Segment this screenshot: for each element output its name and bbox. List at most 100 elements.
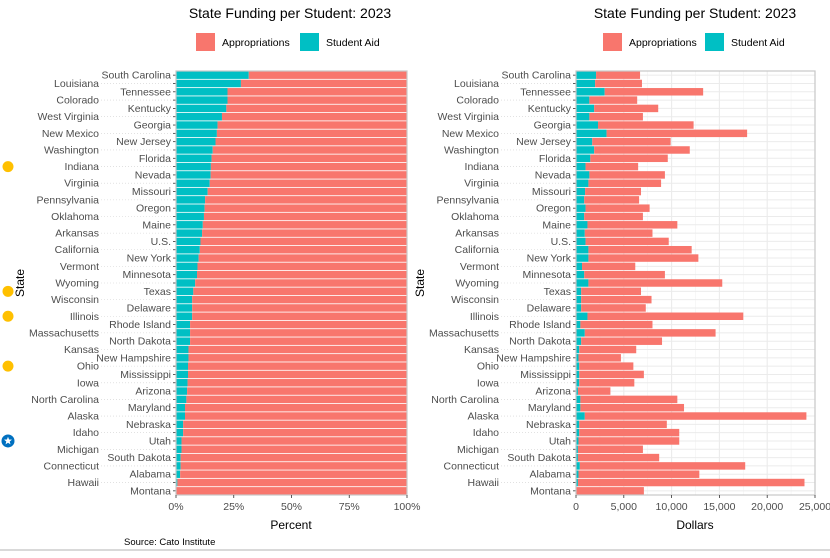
highlight-markers — [2, 161, 15, 447]
right-y-tick-label: Illinois — [470, 311, 499, 323]
right-y-tick-label: Oregon — [536, 203, 571, 215]
right-bar-student-aid — [576, 171, 589, 178]
left-bar-student-aid — [176, 429, 183, 436]
right-bar-appropriations — [589, 96, 637, 103]
left-y-tick-label: New Jersey — [116, 136, 172, 148]
left-bar-student-aid — [176, 470, 180, 477]
right-bar-appropriations — [579, 346, 636, 353]
left-y-tick-label: Georgia — [134, 120, 172, 132]
right-bar-student-aid — [576, 179, 588, 186]
right-bar-appropriations — [586, 204, 650, 211]
left-y-tick-label: Minnesota — [123, 269, 172, 281]
left-y-tick-label: Oregon — [136, 203, 171, 215]
left-bar-student-aid — [176, 304, 192, 311]
left-bar-appropriations — [181, 454, 407, 461]
left-y-tick-label: New Hampshire — [96, 352, 171, 364]
right-bar-student-aid — [576, 238, 586, 245]
right-bar-appropriations — [585, 188, 641, 195]
right-bar-student-aid — [576, 288, 581, 295]
left-y-tick-label: Wisconsin — [51, 294, 99, 306]
left-bar-appropriations — [188, 346, 407, 353]
right-bar-appropriations — [579, 379, 634, 386]
right-bar-appropriations — [579, 421, 667, 428]
left-y-tick-label: Pennsylvania — [37, 194, 100, 206]
left-y-tick-label: Alaska — [67, 411, 99, 423]
right-bar-appropriations — [585, 229, 653, 236]
left-bar-appropriations — [193, 288, 407, 295]
right-y-tick-label: Kentucky — [528, 103, 572, 115]
left-y-tick-label: Idaho — [73, 427, 99, 439]
left-y-tick-label: West Virginia — [38, 111, 100, 123]
left-bar-appropriations — [188, 371, 407, 378]
left-y-tick-label: Delaware — [127, 302, 172, 314]
left-bar-student-aid — [176, 454, 181, 461]
highlight-dot-icon — [3, 286, 14, 297]
left-bar-appropriations — [190, 321, 407, 328]
left-bar-student-aid — [176, 296, 192, 303]
left-bar-appropriations — [203, 221, 407, 228]
right-y-tick-label: Arizona — [535, 386, 571, 398]
left-bar-student-aid — [176, 238, 200, 245]
left-bar-student-aid — [176, 229, 202, 236]
left-bar-student-aid — [176, 71, 249, 78]
left-x-tick-label: 50% — [281, 501, 302, 513]
left-y-tick-label: Washington — [44, 144, 99, 156]
right-y-tick-label: Maryland — [528, 402, 571, 414]
left-y-tick-label: Massachusetts — [29, 327, 99, 339]
left-bar-student-aid — [176, 387, 187, 394]
right-bar-appropriations — [587, 313, 743, 320]
left-bar-student-aid — [176, 371, 188, 378]
right-y-tick-label: Oklahoma — [451, 211, 499, 223]
left-bar-appropriations — [192, 313, 407, 320]
left-y-axis-title: State — [13, 269, 27, 297]
left-bar-appropriations — [188, 354, 407, 361]
left-chart-title: State Funding per Student: 2023 — [189, 5, 392, 21]
left-bar-appropriations — [211, 163, 407, 170]
right-bar-student-aid — [576, 404, 580, 411]
left-x-tick-label: 75% — [339, 501, 360, 513]
right-bar-student-aid — [576, 337, 581, 344]
left-bar-student-aid — [176, 337, 190, 344]
right-bar-appropriations — [588, 179, 661, 186]
source-caption: Source: Cato Institute — [124, 537, 215, 548]
right-bar-appropriations — [589, 171, 665, 178]
right-bar-student-aid — [576, 196, 584, 203]
right-legend-key-student-aid — [705, 33, 724, 51]
right-y-tick-label: Indiana — [465, 161, 500, 173]
left-bar-student-aid — [176, 462, 181, 469]
right-y-tick-label: Nevada — [535, 169, 571, 181]
left-bar-student-aid — [176, 421, 183, 428]
right-bar-appropriations — [589, 113, 643, 120]
right-y-tick-label: Georgia — [534, 120, 572, 132]
left-bar-student-aid — [176, 412, 185, 419]
left-y-tick-label: Alabama — [130, 469, 172, 481]
left-bar-appropriations — [202, 229, 407, 236]
left-bar-student-aid — [176, 437, 182, 444]
left-bar-appropriations — [218, 121, 407, 128]
right-bar-appropriations — [580, 462, 745, 469]
right-y-tick-label: Utah — [549, 435, 571, 447]
right-bar-appropriations — [581, 296, 651, 303]
right-chart-title: State Funding per Student: 2023 — [594, 5, 797, 21]
right-bar-appropriations — [605, 88, 703, 95]
left-bar-appropriations — [199, 254, 407, 261]
right-x-tick-label: 5,000 — [611, 501, 637, 513]
right-y-axis-title: State — [413, 269, 427, 297]
right-x-tick-label: 10,000 — [656, 501, 688, 513]
right-bar-appropriations — [576, 487, 644, 494]
right-bar-appropriations — [594, 105, 658, 112]
right-y-tick-label: Hawaii — [467, 477, 499, 489]
left-bar-appropriations — [222, 113, 407, 120]
right-bar-student-aid — [576, 121, 598, 128]
highlight-dot-icon — [3, 361, 14, 372]
left-bar-appropriations — [183, 421, 407, 428]
left-bar-appropriations — [226, 105, 407, 112]
right-bar-appropriations — [586, 238, 669, 245]
right-y-tick-label: Alabama — [530, 469, 572, 481]
right-bar-student-aid — [576, 229, 585, 236]
right-legend-key-appropriations — [603, 33, 622, 51]
right-y-tick-label: Wisconsin — [451, 294, 499, 306]
left-bar-appropriations — [228, 88, 407, 95]
left-y-tick-label: Michigan — [57, 444, 99, 456]
right-plot: South CarolinaLouisianaTennesseeColorado… — [429, 70, 830, 513]
